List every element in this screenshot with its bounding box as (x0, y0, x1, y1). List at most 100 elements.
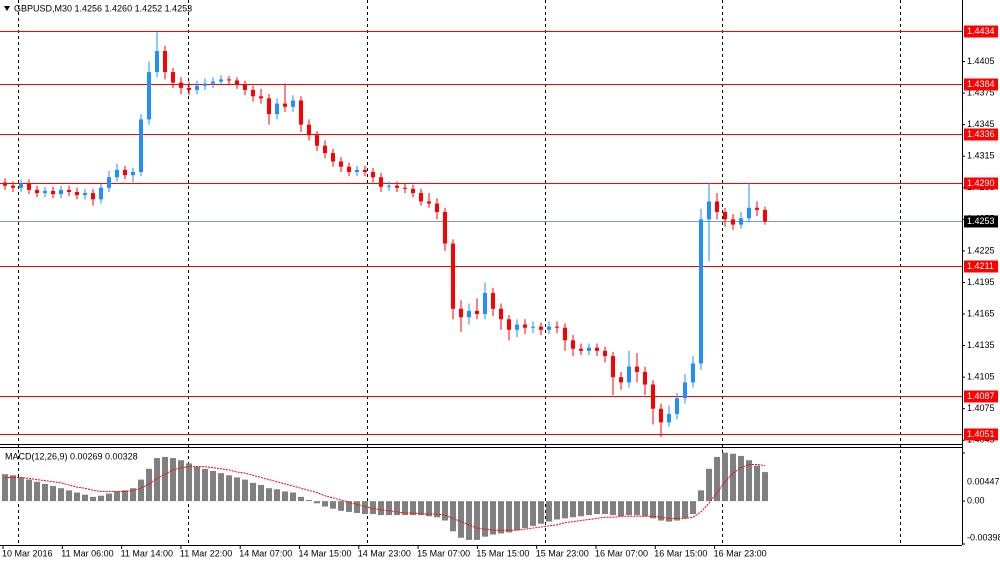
macd-bar (386, 501, 392, 516)
candle-body (427, 201, 431, 204)
x-tick-label: 15 Mar 23:00 (536, 548, 589, 558)
level-label-box (964, 428, 998, 441)
y-tick-label: 0.00 (967, 496, 985, 506)
current-price-label: 1.4253 (967, 216, 995, 226)
candle-body (643, 371, 647, 385)
macd-bar (530, 501, 536, 526)
macd-bar (714, 456, 720, 502)
macd-bar (626, 501, 632, 516)
candle-body (115, 169, 119, 178)
candle-body (659, 408, 663, 423)
macd-bar (578, 501, 584, 517)
x-tick-label: 14 Mar 23:00 (358, 548, 411, 558)
level-label: 1.4384 (967, 79, 995, 89)
macd-bar (650, 501, 656, 519)
macd-bar (322, 501, 328, 507)
candle-body (395, 185, 399, 188)
candle-body (107, 177, 111, 188)
candle-body (299, 100, 303, 125)
level-label: 1.4336 (967, 129, 995, 139)
level-label-box (964, 260, 998, 273)
candle-body (91, 193, 95, 200)
candle-body (347, 166, 351, 173)
candle-body (67, 189, 71, 192)
macd-bar (666, 501, 672, 522)
candle-body (75, 191, 79, 196)
candle-body (675, 398, 679, 414)
level-label: 1.4434 (967, 26, 995, 36)
macd-bar (738, 455, 744, 502)
macd-bar (586, 501, 592, 516)
candle-body (707, 201, 711, 220)
macd-bar (466, 501, 472, 540)
x-tick-label: 14 Mar 15:00 (299, 548, 352, 558)
y-tick-label: -0.00398 (967, 532, 1000, 542)
candle-body (243, 84, 247, 90)
candle-body (747, 207, 751, 219)
candle-body (627, 366, 631, 383)
macd-bar (122, 490, 128, 502)
macd-bar (90, 496, 96, 502)
candle-body (731, 219, 735, 225)
macd-bar (362, 501, 368, 515)
macd-bar (2, 474, 8, 502)
candle-body (235, 80, 239, 85)
macd-bar (490, 501, 496, 535)
candle-body (363, 169, 367, 173)
collapse-arrow[interactable] (4, 6, 10, 11)
candle-body (187, 87, 191, 90)
y-tick-label: 1.4195 (967, 277, 995, 287)
macd-bar (138, 479, 144, 502)
x-tick-label: 15 Mar 15:00 (476, 548, 529, 558)
level-label-box (964, 177, 998, 190)
candle-body (579, 348, 583, 351)
macd-bar (154, 458, 160, 502)
x-tick-label: 11 Mar 06:00 (61, 548, 113, 558)
y-tick-label: 1.4165 (967, 308, 995, 318)
indicator-title: MACD(12,26,9) 0.00269 0.00328 (5, 451, 138, 461)
macd-bar (458, 501, 464, 538)
candle-body (371, 172, 375, 178)
level-label-box (964, 128, 998, 141)
candle-body (315, 135, 319, 146)
macd-bar (258, 484, 264, 502)
macd-bar (210, 470, 216, 502)
macd-bar (330, 501, 336, 509)
candle-body (499, 308, 503, 320)
macd-bar (98, 495, 104, 502)
candle-body (51, 190, 55, 195)
level-label-box (964, 390, 998, 403)
macd-bar (402, 501, 408, 516)
candle-body (251, 89, 255, 97)
macd-bar (74, 492, 80, 502)
candle-body (211, 81, 215, 84)
chart-title: GBPUSD,M30 1.4256 1.4260 1.4252 1.4253 (14, 3, 192, 13)
candle-body (555, 326, 559, 328)
x-tick-label: 16 Mar 15:00 (654, 548, 707, 558)
macd-bar (26, 479, 32, 502)
macd-bar (722, 452, 728, 502)
candle-body (275, 103, 279, 115)
candle-body (443, 211, 447, 244)
macd-bar (146, 468, 152, 502)
macd-bar (426, 501, 432, 517)
candle-body (403, 187, 407, 189)
macd-bar (226, 475, 232, 502)
candle-body (683, 382, 687, 399)
current-price-box (964, 215, 998, 228)
level-label: 1.4051 (967, 429, 995, 439)
macd-bar (754, 465, 760, 502)
candle-body (635, 366, 639, 372)
x-tick-label: 14 Mar 07:00 (239, 548, 292, 558)
candle-body (595, 347, 599, 351)
macd-bar (298, 496, 304, 502)
candle-body (11, 185, 15, 188)
candle-body (539, 326, 543, 330)
x-tick-label: 15 Mar 07:00 (417, 548, 470, 558)
candle-body (763, 209, 767, 222)
macd-bar (618, 501, 624, 517)
macd-bar (106, 493, 112, 502)
macd-bar (682, 501, 688, 519)
candle-body (739, 218, 743, 225)
macd-bar (346, 501, 352, 512)
